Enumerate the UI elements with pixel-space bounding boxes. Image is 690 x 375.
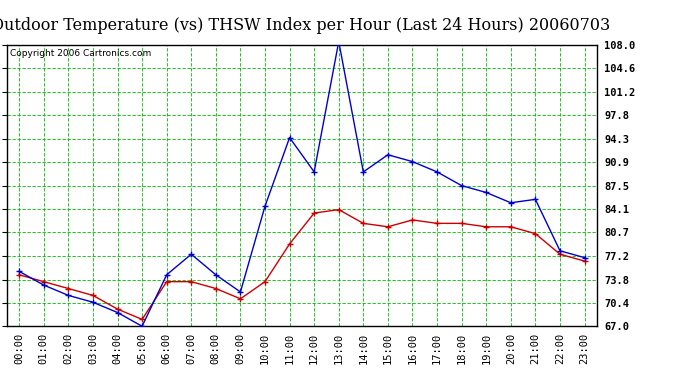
Text: Outdoor Temperature (vs) THSW Index per Hour (Last 24 Hours) 20060703: Outdoor Temperature (vs) THSW Index per …: [0, 17, 610, 34]
Text: Copyright 2006 Cartronics.com: Copyright 2006 Cartronics.com: [10, 49, 151, 58]
